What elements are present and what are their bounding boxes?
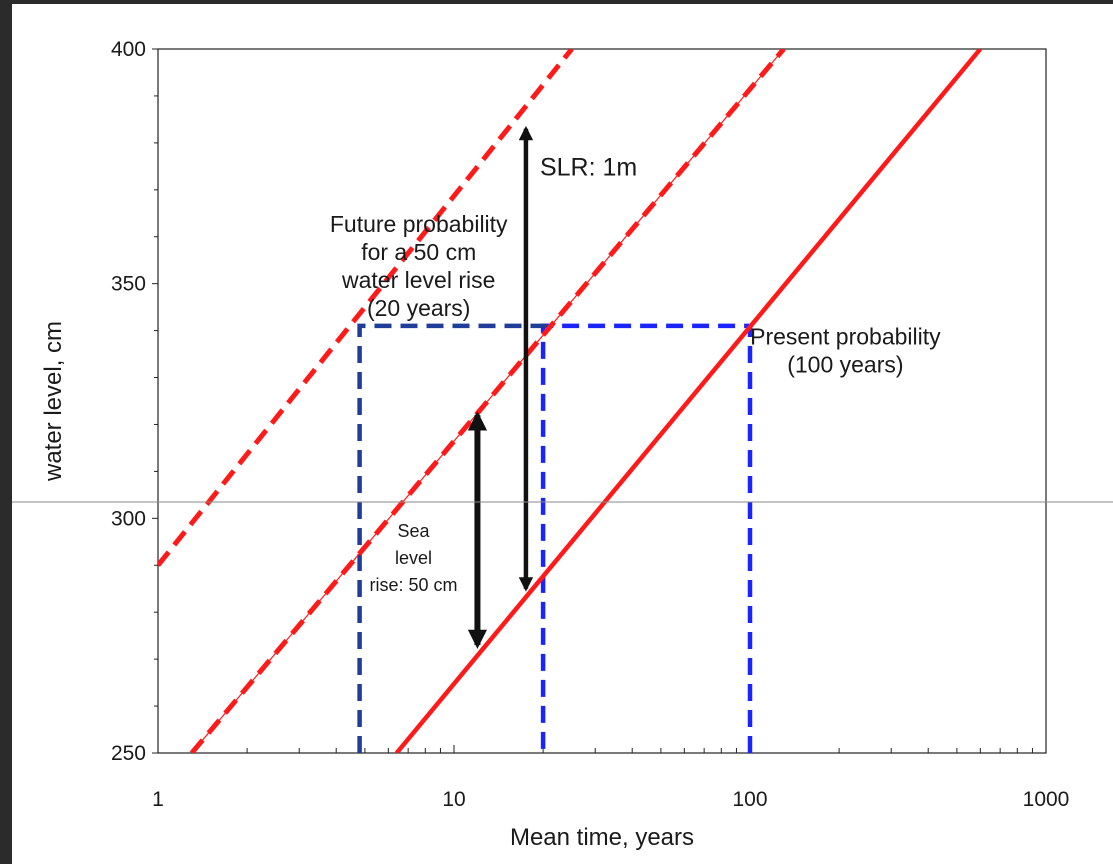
annotation-sea: Sea level rise: 50 cm <box>370 521 458 595</box>
axes <box>152 48 1047 754</box>
x-axis-title: Mean time, years <box>510 824 694 851</box>
annotation-line: Sea <box>398 521 431 541</box>
window-left-border <box>0 0 12 864</box>
annotation-line: for a 50 cm <box>361 239 476 265</box>
annotations: SLR: 1m Future probability for a 50 cm wate… <box>330 154 941 595</box>
series-line-1 <box>394 49 983 753</box>
y-tick-label: 400 <box>111 38 146 61</box>
annotation-line: water level rise <box>341 267 495 293</box>
series-line-3 <box>158 49 574 567</box>
y-tick-label: 300 <box>111 507 146 530</box>
plot-frame <box>157 48 1047 754</box>
x-tick-label: 10 <box>442 788 465 811</box>
annotation-line: Present probability <box>750 324 941 350</box>
reference-line-2 <box>357 323 556 753</box>
annotation-slr: SLR: 1m <box>540 154 637 182</box>
annotation-line: rise: 50 cm <box>370 575 458 595</box>
y-tick-label: 250 <box>111 742 146 765</box>
axis-labels: 1 10 100 1000 250 300 350 400 Mean time, years wa… <box>40 38 1069 851</box>
annotation-future: Future probability for a 50 cm water level… <box>330 211 508 321</box>
window-top-border <box>0 0 1113 4</box>
y-tick-label: 350 <box>111 273 146 296</box>
x-tick-label: 1 <box>152 788 164 811</box>
annotation-line: SLR: 1m <box>540 154 637 182</box>
x-tick-label: 100 <box>732 788 767 811</box>
annotation-arrows <box>467 125 534 649</box>
series-lines <box>158 49 983 753</box>
reference-line-1 <box>540 323 753 753</box>
annotation-line: (100 years) <box>787 352 903 378</box>
annotation-present: Present probability (100 years) <box>750 324 941 378</box>
annotation-line: Future probability <box>330 211 508 237</box>
reference-lines <box>357 323 753 753</box>
x-tick-label: 1000 <box>1023 788 1070 811</box>
annotation-line: level <box>395 548 432 568</box>
y-axis-title: water level, cm <box>40 321 67 482</box>
annotation-line: (20 years) <box>367 295 471 321</box>
series-line-2-thin <box>191 49 785 753</box>
